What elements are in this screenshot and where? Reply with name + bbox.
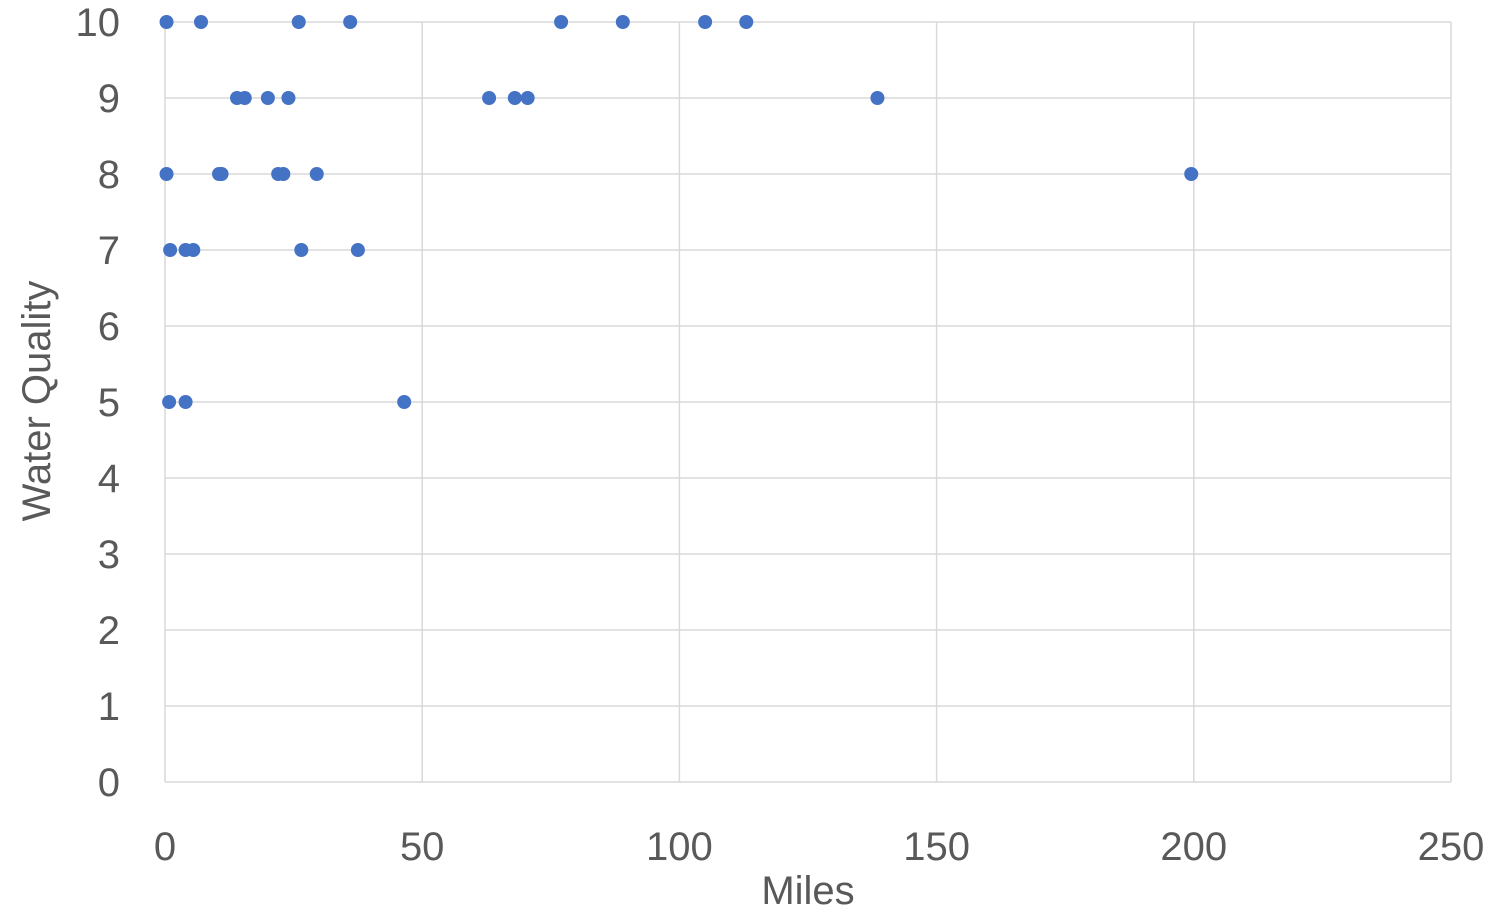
- data-point: [194, 15, 209, 29]
- data-point: [159, 15, 174, 29]
- y-tick-label: 5: [98, 381, 120, 425]
- y-tick-label: 3: [98, 533, 120, 577]
- data-point: [294, 243, 309, 257]
- data-point: [870, 91, 885, 105]
- data-point: [163, 243, 178, 257]
- data-point: [482, 91, 497, 105]
- y-tick-label: 7: [98, 229, 120, 273]
- data-point: [615, 15, 630, 29]
- data-point: [343, 15, 358, 29]
- x-tick-label: 250: [1418, 825, 1485, 869]
- y-tick-label: 0: [98, 761, 120, 805]
- x-tick-label: 150: [903, 825, 970, 869]
- y-tick-label: 10: [76, 1, 121, 45]
- data-point: [397, 395, 412, 409]
- x-tick-label: 50: [400, 825, 445, 869]
- y-axis-ticks: 0 1 2 3 4 5 6 7 8 9 10: [76, 1, 121, 805]
- data-point: [186, 243, 201, 257]
- y-tick-label: 1: [98, 685, 120, 729]
- data-point: [520, 91, 535, 105]
- x-tick-label: 200: [1160, 825, 1227, 869]
- x-tick-label: 0: [154, 825, 176, 869]
- data-point: [214, 167, 229, 181]
- y-tick-label: 4: [98, 457, 120, 501]
- data-point: [698, 15, 713, 29]
- y-tick-label: 6: [98, 305, 120, 349]
- y-tick-label: 2: [98, 609, 120, 653]
- y-tick-label: 8: [98, 153, 120, 197]
- grid-layer: [164, 21, 1452, 783]
- data-point: [178, 395, 193, 409]
- y-axis-title: Water Quality: [15, 281, 59, 522]
- data-point: [1184, 167, 1199, 181]
- data-point: [291, 15, 306, 29]
- data-point: [260, 91, 275, 105]
- data-point: [350, 243, 365, 257]
- data-point: [237, 91, 252, 105]
- data-point: [281, 91, 296, 105]
- data-point: [309, 167, 324, 181]
- data-point: [554, 15, 569, 29]
- x-tick-label: 100: [646, 825, 713, 869]
- data-point: [159, 167, 174, 181]
- x-axis-title: Miles: [761, 869, 854, 912]
- y-tick-label: 9: [98, 77, 120, 121]
- data-point: [739, 15, 754, 29]
- data-points: [159, 15, 1199, 409]
- x-axis-ticks: 0 50 100 150 200 250: [154, 825, 1485, 869]
- data-point: [507, 91, 522, 105]
- data-point: [276, 167, 291, 181]
- data-point: [162, 395, 177, 409]
